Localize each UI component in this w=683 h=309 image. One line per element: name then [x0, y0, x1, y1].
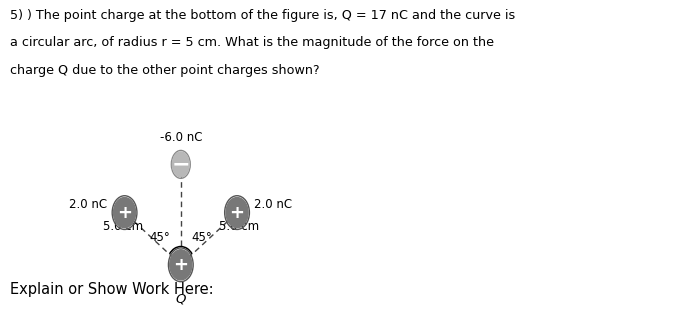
Text: -6.0 nC: -6.0 nC [160, 131, 202, 144]
Text: 5) ) The point charge at the bottom of the figure is, Q = 17 nC and the curve is: 5) ) The point charge at the bottom of t… [10, 9, 516, 22]
Text: 5.0 cm: 5.0 cm [102, 220, 143, 233]
Ellipse shape [170, 250, 192, 280]
Text: Explain or Show Work Here:: Explain or Show Work Here: [10, 281, 214, 297]
Text: −: − [171, 154, 190, 174]
Text: 5.0 cm: 5.0 cm [219, 220, 259, 233]
Text: +: + [173, 256, 189, 274]
Ellipse shape [172, 152, 189, 177]
Text: $Q$: $Q$ [175, 292, 186, 306]
Text: +: + [229, 204, 245, 222]
Text: 45°: 45° [192, 231, 212, 244]
Text: 45°: 45° [149, 231, 170, 244]
Text: +: + [117, 204, 132, 222]
Ellipse shape [113, 197, 136, 228]
Text: 2.0 nC: 2.0 nC [254, 198, 292, 211]
Text: charge Q due to the other point charges shown?: charge Q due to the other point charges … [10, 64, 320, 77]
Text: a circular arc, of radius r = 5 cm. What is the magnitude of the force on the: a circular arc, of radius r = 5 cm. What… [10, 36, 494, 49]
Ellipse shape [226, 197, 248, 228]
Text: 2.0 nC: 2.0 nC [70, 198, 107, 211]
